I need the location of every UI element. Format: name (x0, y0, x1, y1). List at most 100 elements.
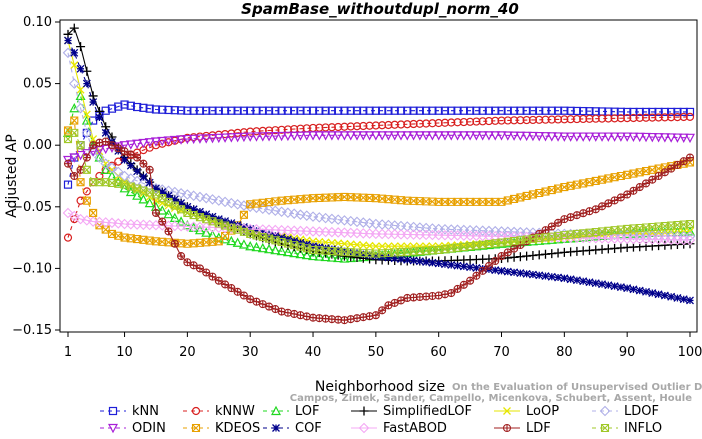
data-point-ldof (263, 204, 275, 216)
data-point-cof (371, 252, 380, 261)
data-point-knn (302, 106, 311, 115)
data-point-knnw (553, 115, 563, 124)
data-point-knnw (76, 196, 85, 205)
data-point-ldf (70, 171, 79, 181)
data-point-cof (528, 270, 537, 279)
data-point-knn (390, 106, 399, 115)
data-point-cof (239, 223, 248, 231)
data-point-cof (139, 173, 148, 181)
data-point-knnw (509, 116, 519, 125)
data-point-knn (679, 107, 688, 117)
data-point-knn (340, 106, 349, 115)
data-point-cof (447, 260, 456, 269)
data-point-cof (95, 113, 104, 122)
data-point-knn (667, 107, 676, 117)
legend-label: ODIN (132, 421, 166, 434)
data-point-knnw (566, 115, 575, 124)
data-point-fastabod (62, 207, 74, 219)
data-point-knn (491, 106, 500, 115)
data-point-knn (239, 106, 249, 115)
data-point-ldf (679, 157, 688, 166)
legend-item-knnw: kNNW (183, 404, 255, 419)
data-point-odin (402, 131, 413, 141)
data-point-cof (422, 258, 431, 266)
data-point-cof (642, 287, 650, 296)
data-point-cof (101, 128, 110, 137)
data-point-knnw (654, 113, 663, 122)
data-point-ldof (150, 183, 162, 194)
data-point-cof (434, 259, 443, 268)
data-point-knn (296, 106, 305, 115)
data-point-knnw (239, 128, 249, 137)
data-point-ldof (351, 216, 363, 228)
data-point-odin (201, 134, 212, 144)
data-point-odin (603, 132, 614, 142)
data-point-knn (252, 106, 261, 115)
data-point-ldf (440, 290, 450, 299)
data-point-knnw (95, 171, 104, 181)
data-point-cof (497, 266, 506, 275)
data-point-knn (290, 106, 299, 115)
data-point-odin (546, 132, 557, 142)
x-tick-label: 20 (179, 345, 196, 360)
y-axis: 0.10 0.05 0.00 −0.05 −0.10 −0.15 (12, 15, 60, 338)
data-point-knn (208, 106, 217, 115)
data-point-odin (446, 131, 457, 141)
data-point-odin (377, 131, 388, 141)
data-point-knn (246, 106, 255, 115)
data-point-odin (125, 140, 136, 150)
data-point-knnw (579, 114, 588, 124)
data-point-knnw (541, 115, 550, 124)
data-point-ldf (239, 291, 248, 300)
data-point-knnw (422, 119, 431, 128)
data-point-lof (163, 208, 174, 219)
data-point-cof (491, 266, 500, 275)
data-point-ldf (195, 264, 204, 273)
y-tick-label: 0.00 (23, 138, 52, 153)
data-point-loop (346, 240, 355, 249)
data-point-ldof (112, 166, 124, 178)
data-point-cof (585, 278, 594, 287)
data-point-odin (157, 136, 168, 147)
data-point-knn (227, 106, 236, 115)
data-point-cof (648, 289, 657, 297)
data-point-loop (359, 241, 368, 250)
legend-label: kNN (132, 404, 159, 419)
data-point-cof (189, 205, 198, 214)
data-point-knnw (679, 112, 688, 122)
data-point-lof (100, 164, 111, 174)
data-point-cof (453, 261, 462, 270)
data-point-knn (535, 106, 544, 115)
data-point-knnw (252, 127, 261, 136)
data-point-ldf (133, 153, 142, 162)
data-point-cof (579, 277, 588, 286)
data-point-odin (213, 133, 224, 144)
data-point-ldf (290, 309, 299, 319)
data-point-fastabod (112, 218, 124, 229)
data-point-knnw (340, 122, 349, 131)
series-line-knnw (67, 116, 691, 238)
data-point-simplifiedlof (69, 23, 79, 33)
data-point-odin (320, 131, 331, 141)
data-point-odin (132, 139, 143, 149)
data-point-lof (496, 238, 507, 248)
data-point-knnw (258, 126, 267, 136)
data-point-loop (76, 85, 85, 94)
data-point-odin (590, 132, 601, 142)
legend-label: LoOP (526, 404, 559, 419)
data-point-knnw (453, 118, 462, 127)
data-point-odin (113, 142, 124, 152)
data-point-odin (270, 131, 281, 142)
data-point-knn (107, 104, 117, 113)
data-point-odin (408, 131, 419, 141)
data-point-knn (403, 106, 412, 115)
data-point-knn (453, 106, 462, 115)
legend-item-kdeos: KDEOS (183, 421, 260, 436)
data-point-odin (238, 132, 249, 143)
x-tick-label: 50 (368, 345, 385, 360)
data-point-cof (365, 251, 374, 260)
data-point-ldf (654, 171, 663, 181)
data-point-fastabod (81, 215, 93, 226)
data-point-odin (615, 132, 626, 142)
